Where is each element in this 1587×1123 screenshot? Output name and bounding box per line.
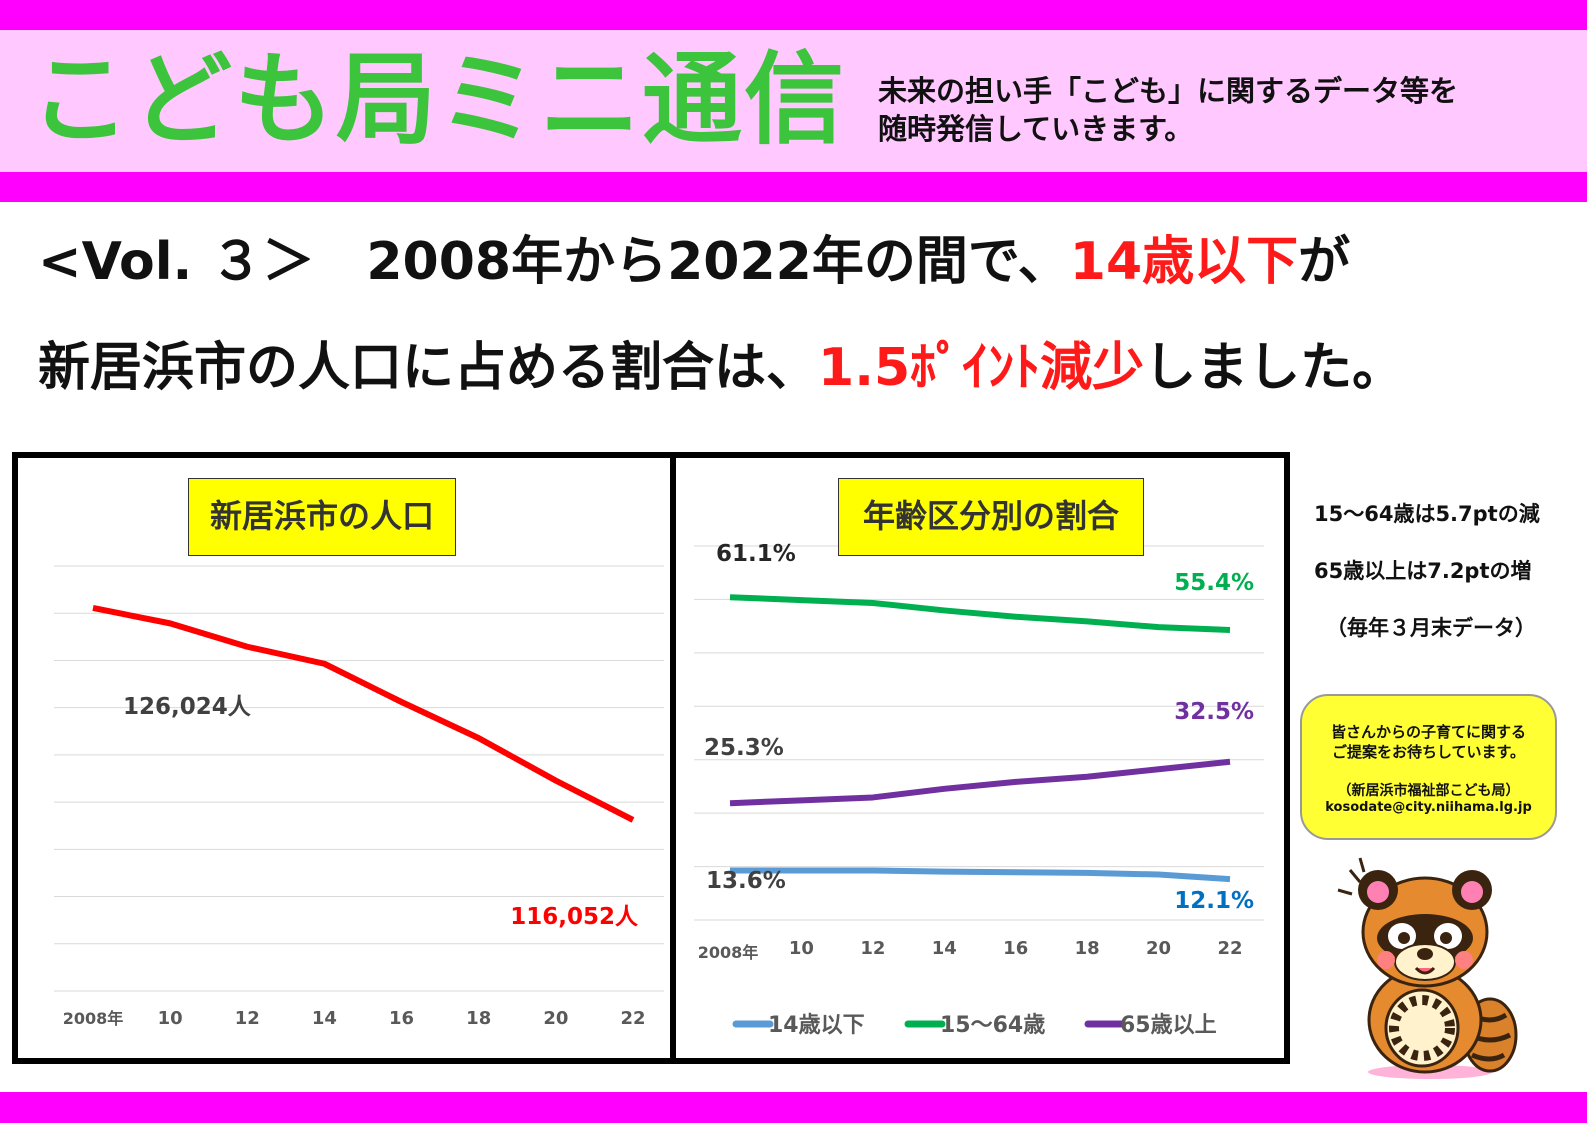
top-band bbox=[0, 0, 1587, 30]
note-working-age: 15～64歳は5.7ptの減 bbox=[1314, 502, 1540, 526]
contact-box: 皆さんからの子育てに関する ご提案をお待ちしています。 （新居浜市福祉部こども局… bbox=[1300, 694, 1557, 840]
header-background bbox=[0, 30, 1587, 172]
headline-line2-highlight: 1.5ﾎﾟｲﾝﾄ減少 bbox=[818, 338, 1145, 398]
headline-line2: 新居浜市の人口に占める割合は、1.5ﾎﾟｲﾝﾄ減少しました。 bbox=[38, 336, 1404, 400]
mid-band bbox=[0, 172, 1587, 202]
contact-line1: 皆さんからの子育てに関する bbox=[1330, 723, 1526, 741]
population-x-tick-label: 22 bbox=[620, 1008, 645, 1029]
population-x-tick-label: 16 bbox=[389, 1008, 414, 1029]
age-series-15-64-line bbox=[729, 594, 1231, 634]
age-data-label: 13.6% bbox=[706, 868, 786, 894]
note-elderly: 65歳以上は7.2ptの増 bbox=[1314, 559, 1532, 583]
legend-label-series-under-15: 14歳以下 bbox=[768, 1013, 865, 1038]
population-x-tick-label: 18 bbox=[466, 1008, 491, 1029]
page-title: こども局ミニ通信 bbox=[30, 41, 846, 158]
population-end-label: 116,052人 bbox=[510, 904, 639, 930]
contact-email[interactable]: kosodate@city.niihama.lg.jp bbox=[1325, 800, 1532, 815]
age-ratio-chart-panel: 2008年 10 12 14 16 18 20 22 61.1% 55.4% 25.3% 32.5% 1… bbox=[670, 452, 1290, 1064]
headline-line1: <Vol. ３＞ 2008年から2022年の間で、14歳以下が bbox=[38, 230, 1350, 294]
header-note: 未来の担い手「こども」に関するデータ等を 随時発信していきます。 bbox=[878, 72, 1568, 148]
age-ratio-chart: 2008年 10 12 14 16 18 20 22 61.1% 55.4% 25.3% 32.5% 1… bbox=[694, 541, 1264, 1038]
age-x-tick-label: 10 bbox=[789, 938, 814, 959]
headline-line1-prefix: <Vol. ３＞ 2008年から2022年の間で、 bbox=[38, 232, 1070, 292]
population-series-line bbox=[92, 605, 635, 823]
age-ratio-chart-title: 年齢区分別の割合 bbox=[838, 478, 1144, 556]
population-x-tick-label: 2008年 bbox=[63, 1009, 124, 1028]
contact-message: 皆さんからの子育てに関する ご提案をお待ちしています。 bbox=[1302, 722, 1555, 762]
population-chart-title: 新居浜市の人口 bbox=[188, 478, 456, 556]
legend-label-series-15-64: 15～64歳 bbox=[940, 1013, 1045, 1038]
population-x-tick-label: 10 bbox=[158, 1008, 183, 1029]
legend-label-series-65-plus: 65歳以上 bbox=[1120, 1013, 1217, 1038]
note-data-source: （毎年３月末データ） bbox=[1326, 616, 1536, 640]
age-x-tick-label: 12 bbox=[860, 938, 885, 959]
age-data-label: 55.4% bbox=[1174, 570, 1254, 596]
population-start-label: 126,024人 bbox=[123, 694, 252, 720]
contact-department: （新居浜市福祉部こども局） bbox=[1337, 783, 1520, 799]
age-series-65-plus-line bbox=[729, 758, 1231, 807]
headline-line1-suffix: が bbox=[1298, 232, 1351, 292]
bottom-band bbox=[0, 1092, 1587, 1123]
population-chart-panel: 2008年 10 12 14 16 18 20 22 126,024人 116,052人 新居浜市… bbox=[12, 452, 676, 1064]
header-note-line1: 未来の担い手「こども」に関するデータ等を bbox=[878, 74, 1459, 108]
header-note-line2: 随時発信していきます。 bbox=[878, 112, 1194, 146]
age-x-tick-label: 18 bbox=[1075, 938, 1100, 959]
headline-line1-highlight: 14歳以下 bbox=[1069, 232, 1299, 292]
age-data-label: 25.3% bbox=[704, 735, 784, 761]
population-x-tick-label: 12 bbox=[235, 1008, 260, 1029]
age-x-tick-label: 22 bbox=[1217, 938, 1242, 959]
age-series-under-15-line bbox=[730, 867, 1231, 883]
headline-line2-suffix: しました。 bbox=[1144, 338, 1405, 398]
population-x-tick-label: 20 bbox=[543, 1008, 568, 1029]
age-data-label: 32.5% bbox=[1174, 699, 1254, 725]
headline-line2-prefix: 新居浜市の人口に占める割合は、 bbox=[38, 338, 819, 398]
population-chart: 2008年 10 12 14 16 18 20 22 126,024人 116,052人 bbox=[54, 565, 664, 1029]
age-x-tick-label: 16 bbox=[1003, 938, 1028, 959]
age-x-tick-label: 20 bbox=[1146, 938, 1171, 959]
population-x-tick-label: 14 bbox=[312, 1008, 337, 1029]
age-data-label: 61.1% bbox=[716, 541, 796, 567]
age-x-tick-label: 2008年 bbox=[698, 943, 759, 962]
age-data-label: 12.1% bbox=[1174, 888, 1254, 914]
mascot-illustration bbox=[1337, 857, 1518, 1079]
age-x-tick-label: 14 bbox=[932, 938, 957, 959]
contact-line2: ご提案をお待ちしています。 bbox=[1331, 743, 1526, 761]
